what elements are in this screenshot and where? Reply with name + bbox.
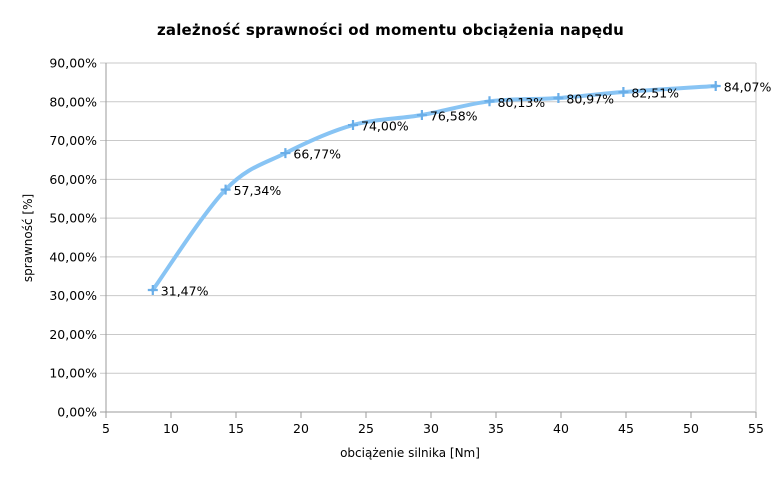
data-point-marker (147, 284, 158, 295)
y-tick-label: 0,00% (57, 405, 97, 420)
data-point-marker (220, 184, 231, 195)
x-tick-label: 10 (163, 421, 179, 436)
y-tick-label: 70,00% (49, 133, 97, 148)
x-tick-label: 15 (228, 421, 244, 436)
x-tick-label: 35 (488, 421, 504, 436)
x-tick-label: 20 (293, 421, 309, 436)
data-point-marker (618, 87, 629, 98)
y-tick-label: 60,00% (49, 172, 97, 187)
chart-title: zależność sprawności od momentu obciążen… (156, 21, 625, 39)
data-point-label: 82,51% (631, 86, 679, 101)
data-point-label: 74,00% (361, 119, 409, 134)
x-tick-label: 45 (618, 421, 634, 436)
data-point-label: 31,47% (161, 283, 209, 298)
y-tick-label: 40,00% (49, 249, 97, 264)
y-tick-label: 30,00% (49, 288, 97, 303)
data-point-marker (280, 148, 291, 159)
data-point-label: 66,77% (293, 147, 341, 162)
x-tick-label: 40 (553, 421, 569, 436)
data-point-marker (484, 96, 495, 107)
y-tick-label: 20,00% (49, 327, 97, 342)
data-point-label: 84,07% (724, 79, 772, 94)
data-point-label: 80,13% (498, 95, 546, 110)
data-point-label: 76,58% (430, 109, 478, 124)
y-tick-label: 80,00% (49, 94, 97, 109)
data-point-marker (348, 120, 358, 131)
x-tick-label: 5 (102, 421, 110, 436)
data-point-marker (553, 93, 564, 104)
x-axis-title: obciążenie silnika [Nm] (340, 446, 480, 460)
x-tick-label: 25 (358, 421, 374, 436)
x-tick-label: 50 (683, 421, 699, 436)
y-tick-label: 50,00% (49, 211, 97, 226)
data-point-label: 80,97% (566, 92, 614, 107)
y-tick-label: 10,00% (49, 366, 97, 381)
x-tick-label: 55 (748, 421, 764, 436)
data-point-marker (710, 80, 721, 91)
y-axis-title: sprawność [%] (21, 193, 35, 283)
y-tick-label: 90,00% (49, 56, 97, 71)
data-point-label: 57,34% (234, 183, 282, 198)
data-point-marker (416, 110, 427, 121)
x-tick-label: 30 (423, 421, 439, 436)
